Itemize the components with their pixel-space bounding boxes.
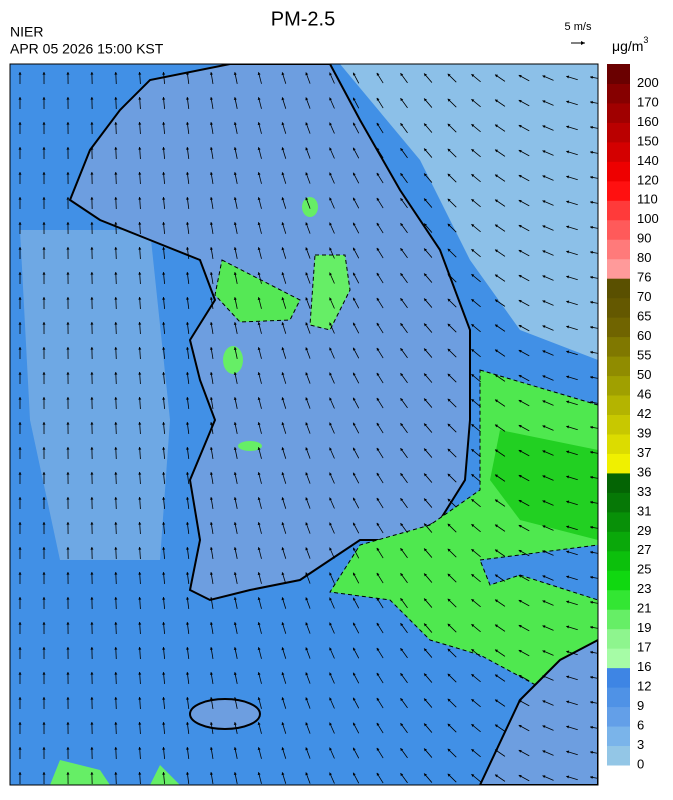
colorbar-label: 76 <box>637 270 651 285</box>
colorbar-label: 39 <box>637 425 651 440</box>
colorbar-cell <box>607 668 630 688</box>
colorbar-label: 23 <box>637 581 651 596</box>
wind-scale-arrowhead <box>581 41 585 45</box>
colorbar-cell <box>607 259 630 279</box>
colorbar-cell <box>607 492 630 512</box>
colorbar-cell <box>607 629 630 649</box>
colorbar-cell <box>607 337 630 357</box>
colorbar-label: 16 <box>637 659 651 674</box>
colorbar: 0369121617192123252729313336373942465055… <box>607 64 659 771</box>
colorbar-label: 70 <box>637 289 651 304</box>
colorbar-cell <box>607 415 630 435</box>
colorbar-label: 29 <box>637 523 651 538</box>
colorbar-cell <box>607 687 630 707</box>
colorbar-label: 21 <box>637 601 651 616</box>
colorbar-cell <box>607 395 630 415</box>
colorbar-cell <box>607 181 630 201</box>
colorbar-label: 19 <box>637 620 651 635</box>
timestamp: APR 05 2026 15:00 KST <box>10 41 164 57</box>
colorbar-cell <box>607 356 630 376</box>
jeju <box>190 699 260 729</box>
colorbar-cell <box>607 512 630 532</box>
colorbar-label: 90 <box>637 231 651 246</box>
colorbar-cell <box>607 609 630 629</box>
colorbar-label: 42 <box>637 406 651 421</box>
colorbar-label: 36 <box>637 464 651 479</box>
colorbar-cell <box>607 200 630 220</box>
colorbar-cell <box>607 590 630 610</box>
colorbar-label: 33 <box>637 484 651 499</box>
colorbar-cell <box>607 570 630 590</box>
colorbar-cell <box>607 551 630 571</box>
wind-scale-label: 5 m/s <box>565 21 592 33</box>
colorbar-label: 160 <box>637 114 659 129</box>
colorbar-label: 12 <box>637 679 651 694</box>
colorbar-cell <box>607 239 630 259</box>
unit-base: μg/m <box>612 38 643 54</box>
colorbar-cell <box>607 122 630 142</box>
colorbar-label: 55 <box>637 348 651 363</box>
colorbar-cell <box>607 142 630 162</box>
map <box>10 64 602 785</box>
colorbar-label: 31 <box>637 503 651 518</box>
colorbar-label: 25 <box>637 562 651 577</box>
colorbar-label: 140 <box>637 153 659 168</box>
colorbar-cell <box>607 298 630 318</box>
colorbar-label: 110 <box>637 192 658 207</box>
colorbar-cell <box>607 648 630 668</box>
colorbar-label: 37 <box>637 445 651 460</box>
colorbar-label: 120 <box>637 172 659 187</box>
colorbar-cell <box>607 103 630 123</box>
green-area <box>223 346 243 374</box>
colorbar-cell <box>607 64 630 84</box>
title: PM-2.5 <box>271 8 335 30</box>
colorbar-cell <box>607 453 630 473</box>
colorbar-cell <box>607 434 630 454</box>
colorbar-cell <box>607 746 630 766</box>
colorbar-label: 170 <box>637 94 659 109</box>
colorbar-label: 60 <box>637 328 651 343</box>
agency: NIER <box>10 24 43 40</box>
colorbar-label: 6 <box>637 717 644 732</box>
unit: μg/m3 <box>612 35 648 53</box>
colorbar-cell <box>607 707 630 727</box>
colorbar-label: 17 <box>637 640 651 655</box>
colorbar-label: 3 <box>637 737 644 752</box>
colorbar-cell <box>607 83 630 103</box>
colorbar-cell <box>607 531 630 551</box>
colorbar-cell <box>607 317 630 337</box>
map-layers <box>10 64 602 785</box>
colorbar-cell <box>607 220 630 240</box>
colorbar-label: 80 <box>637 250 651 265</box>
colorbar-label: 50 <box>637 367 651 382</box>
colorbar-cell <box>607 376 630 396</box>
colorbar-cell <box>607 278 630 298</box>
colorbar-label: 100 <box>637 211 659 226</box>
colorbar-label: 9 <box>637 698 644 713</box>
colorbar-cell <box>607 161 630 181</box>
colorbar-cell <box>607 726 630 746</box>
unit-superscript: 3 <box>643 35 648 45</box>
colorbar-label: 46 <box>637 386 651 401</box>
colorbar-label: 150 <box>637 133 659 148</box>
colorbar-label: 27 <box>637 542 651 557</box>
colorbar-cell <box>607 473 630 493</box>
colorbar-label: 65 <box>637 309 651 324</box>
colorbar-label: 200 <box>637 75 659 90</box>
colorbar-label: 0 <box>637 756 644 771</box>
green-area <box>302 197 318 217</box>
